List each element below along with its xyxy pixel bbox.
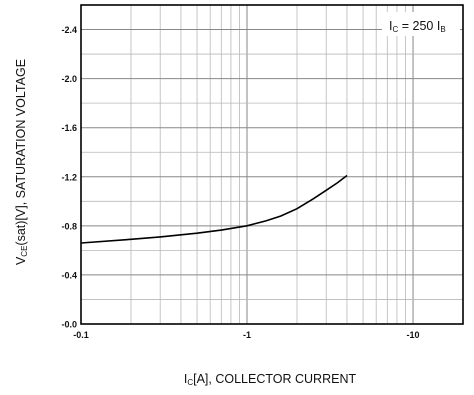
x-tick-label: -0.1 [73, 330, 89, 340]
annotation-label: IC = 250 IB [389, 19, 446, 34]
y-tick-label: -1.2 [61, 172, 77, 182]
grid [81, 5, 463, 324]
y-tick-label: -2.4 [61, 25, 77, 35]
x-tick-label: -1 [243, 330, 251, 340]
x-tick-label: -10 [407, 330, 420, 340]
plot-frame [80, 4, 464, 325]
y-tick-label: -0.0 [61, 320, 77, 330]
y-axis-label: VCE(sat)[V], SATURATION VOLTAGE [14, 59, 29, 265]
series-line [80, 174, 348, 244]
annotation-box: IC = 250 IB [382, 12, 460, 36]
y-tick-label: -1.6 [61, 123, 77, 133]
x-tick-labels: -0.1 -1 -10 [73, 330, 419, 340]
y-tick-label: -0.8 [61, 221, 77, 231]
y-tick-labels: -0.0 -0.4 -0.8 -1.2 -1.6 -2.0 -2.4 [61, 25, 77, 329]
x-axis-label: IC[A], COLLECTOR CURRENT [184, 372, 357, 387]
y-tick-label: -0.4 [61, 270, 77, 280]
y-tick-label: -2.0 [61, 74, 77, 84]
